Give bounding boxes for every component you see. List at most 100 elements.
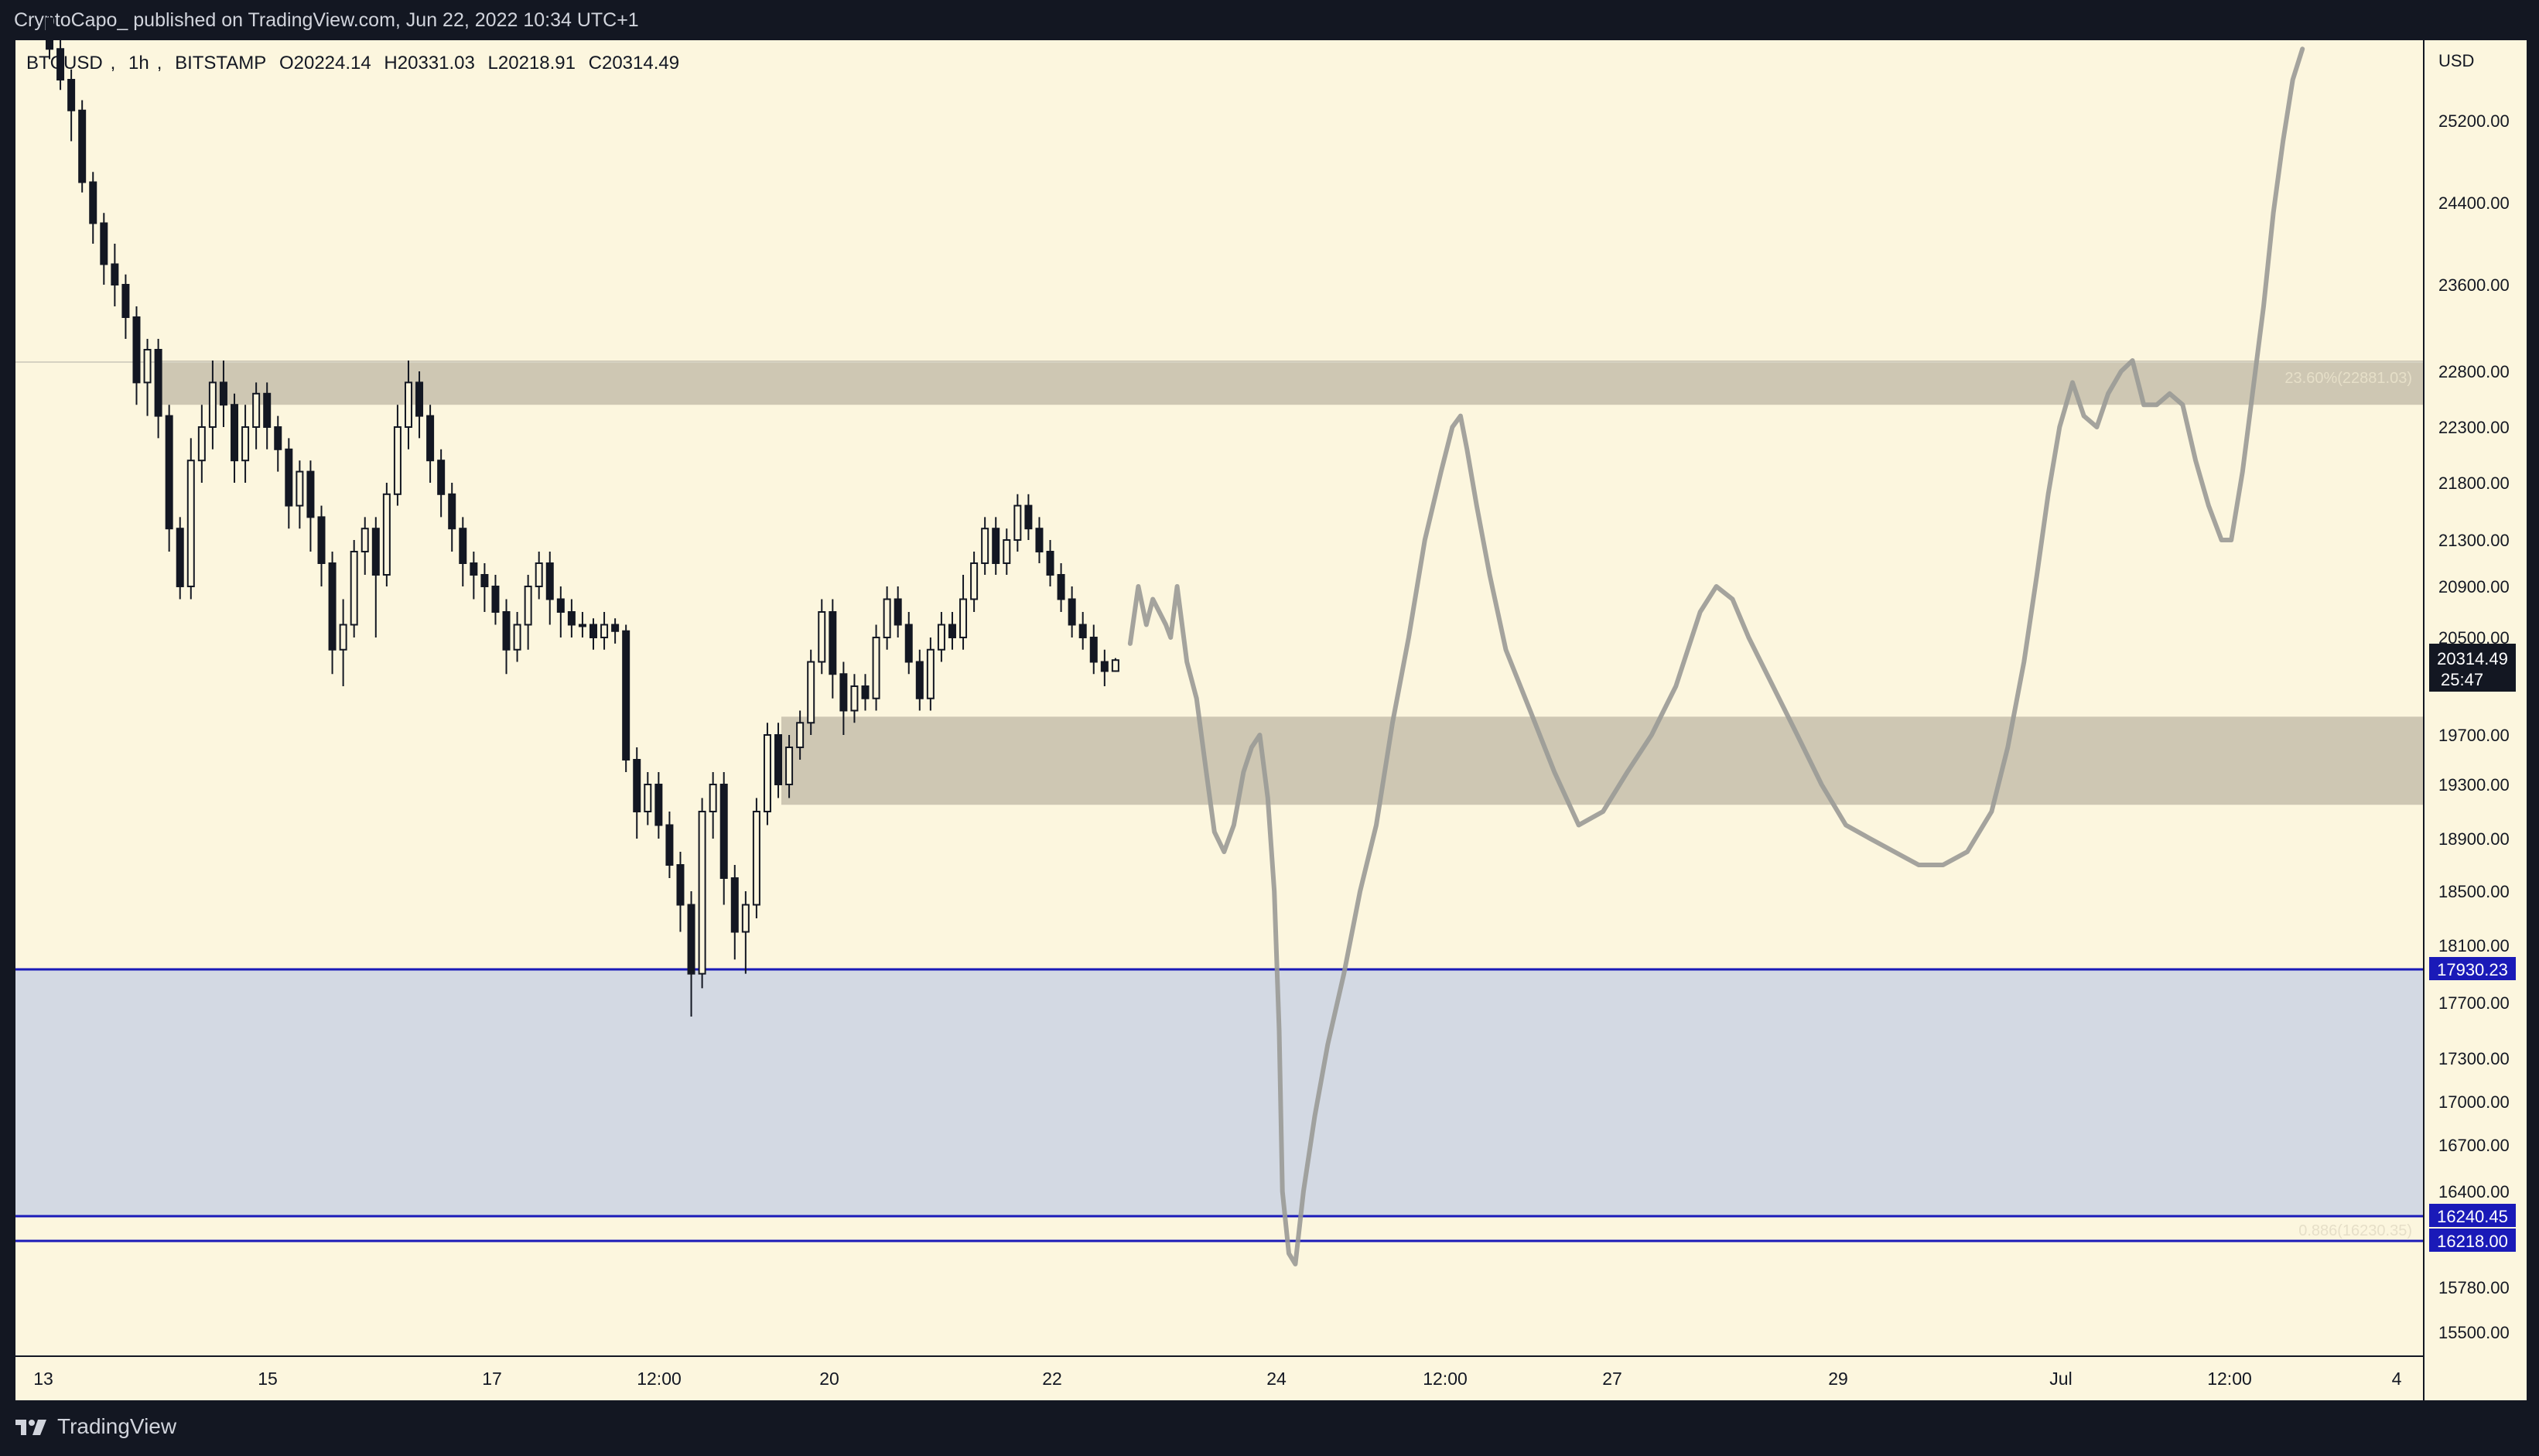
y-tick-label: 21800.00 bbox=[2438, 473, 2510, 493]
y-tick-label: 17700.00 bbox=[2438, 993, 2510, 1013]
price-chart[interactable]: 23.60%(22881.03) 0.886(16230.35) 25200.0… bbox=[0, 0, 2539, 1400]
price-badge-bg bbox=[2429, 1229, 2516, 1252]
candle-body bbox=[796, 722, 805, 748]
publisher-name[interactable]: CryptoCapo_ bbox=[14, 9, 128, 31]
candle-body bbox=[480, 574, 489, 587]
candle bbox=[644, 772, 652, 825]
candle-body bbox=[611, 624, 620, 632]
publish-header: CryptoCapo_ published on TradingView.com… bbox=[0, 0, 2539, 40]
tradingview-brand[interactable]: TradingView bbox=[14, 1414, 176, 1439]
last-price-value: 20314.49 bbox=[2437, 649, 2508, 668]
y-tick-label: 23600.00 bbox=[2438, 275, 2510, 295]
projection-layer bbox=[1127, 46, 2305, 1266]
candle-body bbox=[361, 528, 369, 553]
candle-body bbox=[981, 528, 989, 565]
candle-body bbox=[111, 263, 119, 285]
candle bbox=[752, 798, 760, 918]
candle bbox=[524, 575, 532, 650]
candle-body bbox=[339, 624, 347, 651]
candle bbox=[1035, 517, 1044, 563]
candle-body bbox=[1100, 661, 1109, 672]
candle bbox=[241, 405, 250, 483]
y-axis-ticks: 25200.00 24400.00 23600.00 22800.00 22300.00… bbox=[2438, 111, 2510, 1342]
candle bbox=[1111, 658, 1119, 672]
x-tick-label: 17 bbox=[482, 1369, 502, 1389]
price-badge: 16218.00 bbox=[2429, 1229, 2516, 1252]
candle bbox=[578, 612, 586, 637]
candle-body bbox=[1024, 504, 1033, 530]
candle-body bbox=[285, 448, 293, 507]
candle-body bbox=[545, 562, 554, 600]
candle-body bbox=[556, 598, 565, 613]
candle bbox=[371, 517, 380, 637]
candle-body bbox=[676, 864, 685, 906]
candle-body bbox=[89, 181, 97, 224]
candle-body bbox=[698, 811, 706, 975]
candle bbox=[774, 723, 783, 798]
candle-body bbox=[861, 685, 870, 699]
candle bbox=[665, 812, 674, 878]
candle bbox=[883, 586, 891, 650]
candle bbox=[1057, 563, 1065, 612]
candle-body bbox=[448, 493, 456, 530]
candle bbox=[404, 361, 412, 449]
candle bbox=[1068, 586, 1076, 637]
candle-body bbox=[785, 747, 794, 785]
candle bbox=[186, 438, 195, 600]
x-tick-label: Jul bbox=[2049, 1369, 2072, 1389]
candle-body bbox=[567, 611, 576, 626]
candle-body bbox=[186, 460, 195, 588]
candle-body bbox=[915, 661, 924, 699]
y-tick-label: 22300.00 bbox=[2438, 418, 2510, 437]
candle-body bbox=[46, 17, 53, 50]
y-tick-label: 21300.00 bbox=[2438, 531, 2510, 550]
candle-body bbox=[752, 811, 760, 906]
x-tick-label: 13 bbox=[33, 1369, 53, 1389]
price-badge-label: 16218.00 bbox=[2437, 1232, 2508, 1251]
price-badge-label: 17930.23 bbox=[2437, 960, 2508, 979]
candle bbox=[1046, 540, 1054, 586]
ohlc-high: H20331.03 bbox=[384, 53, 475, 73]
x-tick-label: 15 bbox=[258, 1369, 278, 1389]
candle-body bbox=[883, 598, 891, 638]
candle-body bbox=[1013, 504, 1022, 541]
candle bbox=[197, 405, 206, 483]
candle-body bbox=[807, 661, 815, 724]
price-badge-bg bbox=[2429, 1204, 2516, 1227]
left-border bbox=[0, 40, 15, 1400]
candle-body bbox=[132, 316, 141, 384]
symbol-name[interactable]: BTCUSD bbox=[26, 53, 103, 73]
support-zone bbox=[15, 969, 2423, 1216]
price-badges: 20314.49 25:47 17930.23 16240.45 16218.00 bbox=[2429, 644, 2516, 1252]
candle-body bbox=[839, 673, 848, 712]
candle-body bbox=[774, 734, 783, 785]
x-tick-label: 12:00 bbox=[2207, 1369, 2252, 1389]
candle-body bbox=[850, 685, 859, 712]
candle-body bbox=[948, 624, 956, 638]
candle-body bbox=[56, 48, 65, 80]
legend-sep: , bbox=[110, 53, 116, 73]
y-tick-label: 17000.00 bbox=[2438, 1092, 2510, 1112]
candle bbox=[589, 618, 597, 650]
candle bbox=[78, 100, 87, 193]
candle-body bbox=[1078, 624, 1087, 638]
candle-body bbox=[296, 470, 304, 507]
exchange: BITSTAMP bbox=[175, 53, 267, 73]
candle-body bbox=[426, 415, 435, 462]
interval[interactable]: 1h bbox=[128, 53, 149, 73]
candle bbox=[676, 852, 685, 932]
candle-body bbox=[719, 784, 728, 879]
candle-body bbox=[67, 79, 76, 111]
candle bbox=[89, 172, 97, 244]
candle-body bbox=[208, 381, 217, 428]
candle bbox=[807, 649, 815, 735]
y-tick-label: 16400.00 bbox=[2438, 1182, 2510, 1201]
price-badge: 16240.45 bbox=[2429, 1204, 2516, 1227]
candle bbox=[513, 612, 521, 662]
ohlc-open: O20224.14 bbox=[279, 53, 371, 73]
candle-body bbox=[154, 349, 162, 417]
ohlc-close: C20314.49 bbox=[588, 53, 680, 73]
candle-body bbox=[1057, 574, 1065, 600]
y-tick-label: 19700.00 bbox=[2438, 726, 2510, 745]
x-tick-label: 29 bbox=[1828, 1369, 1848, 1389]
